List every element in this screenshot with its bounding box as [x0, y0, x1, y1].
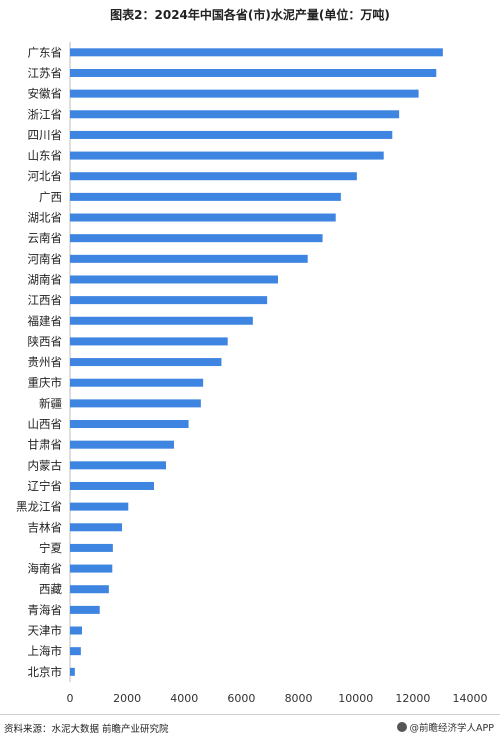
bar-8 [70, 213, 336, 222]
bar-chart: 广东省江苏省安徽省浙江省四川省山东省河北省广西湖北省云南省河南省湖南省江西省福建… [16, 42, 488, 705]
y-tick-label: 上海市 [28, 644, 63, 658]
bar-7 [70, 192, 341, 201]
bar-18 [70, 420, 189, 429]
bar-3 [70, 110, 400, 119]
brand-logo-icon [396, 722, 407, 732]
bar-5 [70, 151, 384, 160]
bar-10 [70, 254, 308, 263]
bar-15 [70, 358, 222, 367]
y-tick-label: 安徽省 [28, 87, 63, 101]
y-tick-label: 广西 [39, 190, 62, 204]
y-tick-label: 天津市 [28, 624, 63, 638]
bar-23 [70, 523, 122, 532]
x-tick-label: 2000 [113, 692, 141, 705]
bar-4 [70, 130, 393, 139]
bar-21 [70, 481, 154, 490]
y-tick-label: 西藏 [39, 582, 62, 596]
x-tick-label: 12000 [395, 692, 430, 705]
bar-28 [70, 626, 82, 635]
bar-26 [70, 585, 109, 594]
y-tick-label: 广东省 [28, 45, 63, 59]
y-tick-label: 黑龙江省 [16, 500, 62, 514]
y-tick-label: 宁夏 [39, 541, 62, 555]
y-tick-label: 海南省 [28, 562, 63, 576]
y-tick-label: 北京市 [28, 665, 63, 679]
bar-12 [70, 296, 268, 305]
y-tick-label: 甘肃省 [28, 438, 63, 452]
y-tick-label: 江西省 [28, 293, 63, 307]
y-tick-label: 河北省 [28, 169, 63, 183]
y-tick-label: 河南省 [28, 252, 63, 266]
y-tick-label: 湖南省 [28, 272, 63, 286]
y-tick-label: 内蒙古 [28, 458, 63, 472]
chart-title: 图表2：2024年中国各省(市)水泥产量(单位：万吨) [110, 8, 390, 22]
bar-27 [70, 605, 100, 614]
y-tick-label: 青海省 [28, 603, 63, 617]
bar-16 [70, 378, 204, 387]
y-tick-label: 新疆 [39, 396, 62, 410]
bar-24 [70, 543, 113, 552]
x-tick-label: 0 [67, 692, 74, 705]
y-tick-label: 辽宁省 [28, 479, 63, 493]
bar-14 [70, 337, 228, 346]
x-tick-label: 8000 [285, 692, 313, 705]
brand-mark: @前瞻经济学人APP [396, 720, 494, 734]
bar-11 [70, 275, 278, 284]
bar-29 [70, 647, 81, 656]
y-tick-label: 福建省 [28, 314, 63, 328]
y-tick-label: 贵州省 [28, 355, 63, 369]
y-tick-label: 山西省 [28, 417, 63, 431]
y-tick-label: 浙江省 [28, 107, 63, 121]
y-tick-label: 云南省 [28, 231, 63, 245]
source-note: 资料来源：水泥大数据 前瞻产业研究院 [4, 724, 169, 735]
bar-20 [70, 461, 166, 470]
x-tick-label: 6000 [227, 692, 255, 705]
footer-divider [0, 714, 500, 715]
y-tick-label: 吉林省 [28, 520, 63, 534]
bar-25 [70, 564, 113, 573]
x-tick-label: 14000 [453, 692, 488, 705]
bar-30 [70, 667, 75, 676]
y-tick-label: 山东省 [28, 149, 63, 163]
bar-17 [70, 399, 201, 408]
bar-22 [70, 502, 129, 511]
bar-13 [70, 316, 253, 325]
bar-2 [70, 89, 419, 98]
bar-9 [70, 234, 323, 243]
y-tick-label: 陕西省 [28, 334, 63, 348]
bar-1 [70, 68, 437, 77]
brand-label: @前瞻经济学人APP [409, 723, 494, 734]
x-tick-label: 10000 [338, 692, 373, 705]
x-tick-label: 4000 [170, 692, 198, 705]
y-tick-label: 重庆市 [28, 376, 63, 390]
bar-6 [70, 172, 357, 181]
bar-0 [70, 48, 443, 57]
y-tick-label: 湖北省 [28, 211, 63, 225]
y-tick-label: 四川省 [28, 128, 63, 142]
bar-19 [70, 440, 174, 449]
y-tick-label: 江苏省 [28, 66, 63, 80]
